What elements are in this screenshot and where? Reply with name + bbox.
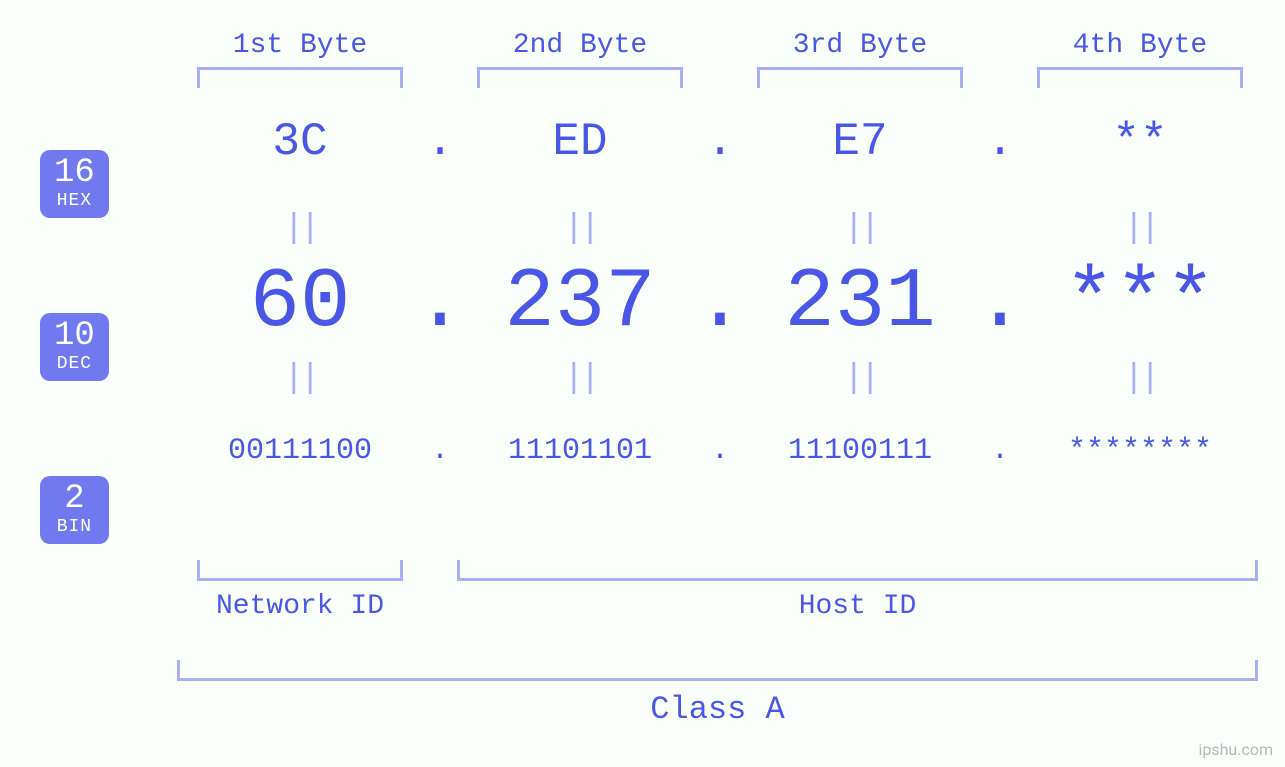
hex-byte: ED xyxy=(552,116,607,168)
base-number: 10 xyxy=(54,319,95,353)
watermark: ipshu.com xyxy=(1198,740,1273,759)
bin-byte: 00111100 xyxy=(228,434,372,468)
byte-bracket-top xyxy=(197,67,403,88)
equals-icon: || xyxy=(284,360,317,398)
base-label: DEC xyxy=(54,355,95,373)
base-badges: 16 HEX 10 DEC 2 BIN xyxy=(40,150,109,544)
id-brackets: Network ID Host ID xyxy=(180,560,1255,622)
equals-icon: || xyxy=(844,210,877,248)
ip-breakdown-grid: 1st Byte 2nd Byte 3rd Byte 4th Byte 3C .… xyxy=(180,30,1255,490)
base-badge-hex: 16 HEX xyxy=(40,150,109,218)
dot: . xyxy=(711,434,729,468)
equals-icon: || xyxy=(1124,210,1157,248)
hex-byte: 3C xyxy=(272,116,327,168)
dec-byte: 60 xyxy=(250,262,351,346)
dot: . xyxy=(986,116,1014,168)
hex-byte: E7 xyxy=(832,116,887,168)
byte-header: 3rd Byte xyxy=(793,30,927,61)
dot: . xyxy=(415,262,465,346)
dot: . xyxy=(991,434,1009,468)
dot: . xyxy=(431,434,449,468)
equals-icon: || xyxy=(844,360,877,398)
class-bracket xyxy=(177,660,1258,681)
dot: . xyxy=(706,116,734,168)
host-id-label: Host ID xyxy=(799,591,917,622)
dot: . xyxy=(975,262,1025,346)
hex-byte: ** xyxy=(1112,116,1167,168)
bin-byte: 11100111 xyxy=(788,434,932,468)
base-label: BIN xyxy=(54,518,95,536)
network-id-bracket xyxy=(197,560,403,581)
equals-icon: || xyxy=(284,210,317,248)
base-label: HEX xyxy=(54,192,95,210)
network-id-label: Network ID xyxy=(216,591,384,622)
base-badge-bin: 2 BIN xyxy=(40,476,109,544)
byte-bracket-top xyxy=(757,67,963,88)
dot: . xyxy=(695,262,745,346)
base-number: 16 xyxy=(54,156,95,190)
equals-icon: || xyxy=(1124,360,1157,398)
bin-byte: ******** xyxy=(1068,434,1212,468)
dec-byte: *** xyxy=(1064,262,1215,346)
equals-icon: || xyxy=(564,210,597,248)
base-badge-dec: 10 DEC xyxy=(40,313,109,381)
class-bracket-wrap: Class A xyxy=(180,660,1255,728)
byte-header: 4th Byte xyxy=(1073,30,1207,61)
dot: . xyxy=(426,116,454,168)
class-label: Class A xyxy=(650,691,784,728)
host-id-bracket xyxy=(457,560,1258,581)
dec-byte: 237 xyxy=(504,262,655,346)
byte-bracket-top xyxy=(477,67,683,88)
equals-icon: || xyxy=(564,360,597,398)
bin-byte: 11101101 xyxy=(508,434,652,468)
byte-header: 2nd Byte xyxy=(513,30,647,61)
dec-byte: 231 xyxy=(784,262,935,346)
base-number: 2 xyxy=(54,482,95,516)
byte-bracket-top xyxy=(1037,67,1243,88)
byte-header: 1st Byte xyxy=(233,30,367,61)
